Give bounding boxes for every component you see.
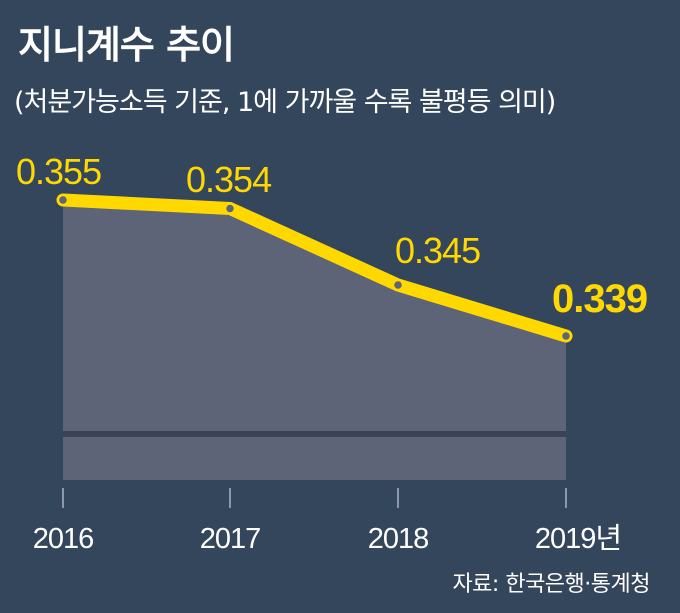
data-label: 0.355 (16, 151, 101, 192)
x-tick-label: 2018 (368, 523, 429, 555)
data-point (391, 278, 405, 292)
data-label: 0.354 (186, 159, 271, 200)
chart-subtitle: (처분가능소득 기준, 1에 가까울 수록 불평등 의미) (14, 87, 556, 118)
series-line (56, 193, 573, 343)
x-tick-label: 2016 (33, 523, 94, 555)
data-point (223, 202, 237, 215)
data-point (559, 329, 573, 343)
area-fill (63, 200, 566, 480)
baseline-band (63, 431, 566, 437)
data-label: 0.345 (395, 230, 480, 271)
data-point (56, 193, 70, 207)
data-label: 0.339 (552, 277, 647, 321)
x-tick-label: 2017 (200, 523, 261, 555)
source-note: 자료: 한국은행·통계청 (452, 572, 650, 597)
chart-title: 지니계수 추이 (18, 23, 235, 67)
x-tick-label: 2019년 (535, 523, 621, 555)
